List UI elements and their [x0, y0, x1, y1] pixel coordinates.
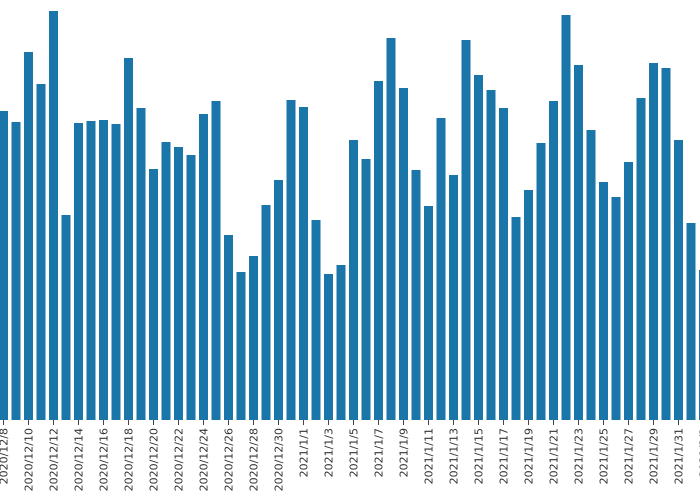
x-tick-label: 2020/12/30 [273, 428, 286, 491]
bar-2021/1/30 [661, 68, 671, 420]
bar-2021/1/14 [461, 40, 471, 420]
bar-2021/1/3 [324, 274, 333, 420]
x-tick-label: 2020/12/14 [73, 428, 86, 491]
x-tick-label: 2021/1/1 [298, 428, 311, 477]
bar-2020/12/18 [124, 58, 133, 420]
bar-2020/12/10 [24, 52, 33, 420]
bar-2020/12/8 [0, 111, 8, 420]
bar-2020/12/24 [199, 114, 208, 420]
x-tick-label: 2021/1/29 [648, 428, 661, 484]
bar-2021/2/1 [686, 223, 696, 420]
bar-2020/12/27 [236, 272, 246, 420]
bar-2020/12/13 [61, 215, 71, 420]
bar-2021/1/21 [549, 101, 558, 420]
bar-2020/12/11 [36, 84, 46, 420]
bar-series [0, 11, 700, 420]
x-tick-label: 2020/12/22 [173, 428, 186, 491]
bar-2021/1/7 [374, 81, 383, 420]
bar-2020/12/25 [211, 101, 221, 420]
x-tick-label: 2021/1/9 [398, 428, 411, 477]
bar-2020/12/9 [11, 122, 21, 420]
x-tick-label: 2021/1/25 [598, 428, 611, 484]
x-tick-label: 2021/1/27 [623, 428, 636, 484]
bar-2020/12/31 [286, 100, 296, 420]
bar-2021/1/4 [336, 265, 346, 420]
bar-2020/12/28 [249, 256, 258, 420]
bar-2021/1/22 [561, 15, 571, 420]
bar-2020/12/14 [74, 123, 83, 420]
bar-2021/1/6 [361, 159, 371, 420]
x-tick-label: 2021/1/23 [573, 428, 586, 484]
bar-2021/1/16 [486, 90, 496, 420]
x-tick-label: 2021/2/2 [698, 428, 700, 477]
bar-2021/1/15 [474, 75, 483, 420]
bar-2021/1/24 [586, 130, 596, 420]
bar-2020/12/22 [174, 147, 183, 420]
bar-2021/1/5 [349, 140, 358, 420]
x-tick-label: 2020/12/10 [23, 428, 36, 491]
x-tick-label: 2021/1/11 [423, 428, 436, 484]
x-tick-label: 2021/1/15 [473, 428, 486, 484]
x-axis-ticks: 2020/12/8 2020/12/10 2020/12/12 2020/12/14 2… [0, 420, 700, 491]
bar-2020/12/12 [49, 11, 58, 420]
x-tick-label: 2020/12/18 [123, 428, 136, 491]
bar-2021/1/20 [536, 143, 546, 420]
x-tick-label: 2021/1/17 [498, 428, 511, 484]
bar-2021/1/23 [574, 65, 583, 420]
bar-2020/12/15 [86, 121, 96, 420]
bar-2021/1/13 [449, 175, 458, 420]
x-tick-label: 2020/12/26 [223, 428, 236, 491]
bar-2020/12/23 [186, 155, 196, 420]
bar-2021/1/18 [511, 217, 521, 420]
bar-2021/1/10 [411, 170, 421, 420]
bar-2021/1/19 [524, 190, 533, 420]
x-tick-label: 2021/1/31 [673, 428, 686, 484]
x-tick-label: 2020/12/28 [248, 428, 261, 491]
bar-2021/1/27 [624, 162, 633, 420]
x-tick-label: 2020/12/8 [0, 428, 11, 484]
bar-2021/1/28 [636, 98, 646, 420]
x-tick-label: 2020/12/16 [98, 428, 111, 491]
x-tick-label: 2021/1/3 [323, 428, 336, 477]
bar-2021/1/11 [424, 206, 433, 420]
bar-2021/1/31 [674, 140, 683, 420]
x-tick-label: 2021/1/13 [448, 428, 461, 484]
bar-2020/12/17 [111, 124, 121, 420]
x-tick-label: 2020/12/12 [48, 428, 61, 491]
bar-2021/1/26 [611, 197, 621, 420]
bar-2021/1/9 [399, 88, 408, 420]
bar-2020/12/19 [136, 108, 146, 420]
x-tick-label: 2021/1/5 [348, 428, 361, 477]
bar-2020/12/26 [224, 235, 233, 420]
bar-2020/12/20 [149, 169, 158, 420]
x-tick-label: 2021/1/7 [373, 428, 386, 477]
x-tick-label: 2021/1/21 [548, 428, 561, 484]
bar-2020/12/29 [261, 205, 271, 420]
x-tick-label: 2020/12/24 [198, 428, 211, 491]
bar-2021/1/29 [649, 63, 658, 420]
bar-2021/1/25 [599, 182, 608, 420]
bar-2021/1/17 [499, 108, 508, 420]
x-tick-label: 2020/12/20 [148, 428, 161, 491]
bar-2020/12/21 [161, 142, 171, 420]
bar-2021/1/12 [436, 118, 446, 420]
bar-2021/1/2 [311, 220, 321, 420]
x-tick-label: 2021/1/19 [523, 428, 536, 484]
bar-2020/12/16 [99, 120, 108, 420]
bar-2021/1/1 [299, 107, 308, 420]
bar-2021/1/8 [386, 38, 396, 420]
bar-2020/12/30 [274, 180, 283, 420]
